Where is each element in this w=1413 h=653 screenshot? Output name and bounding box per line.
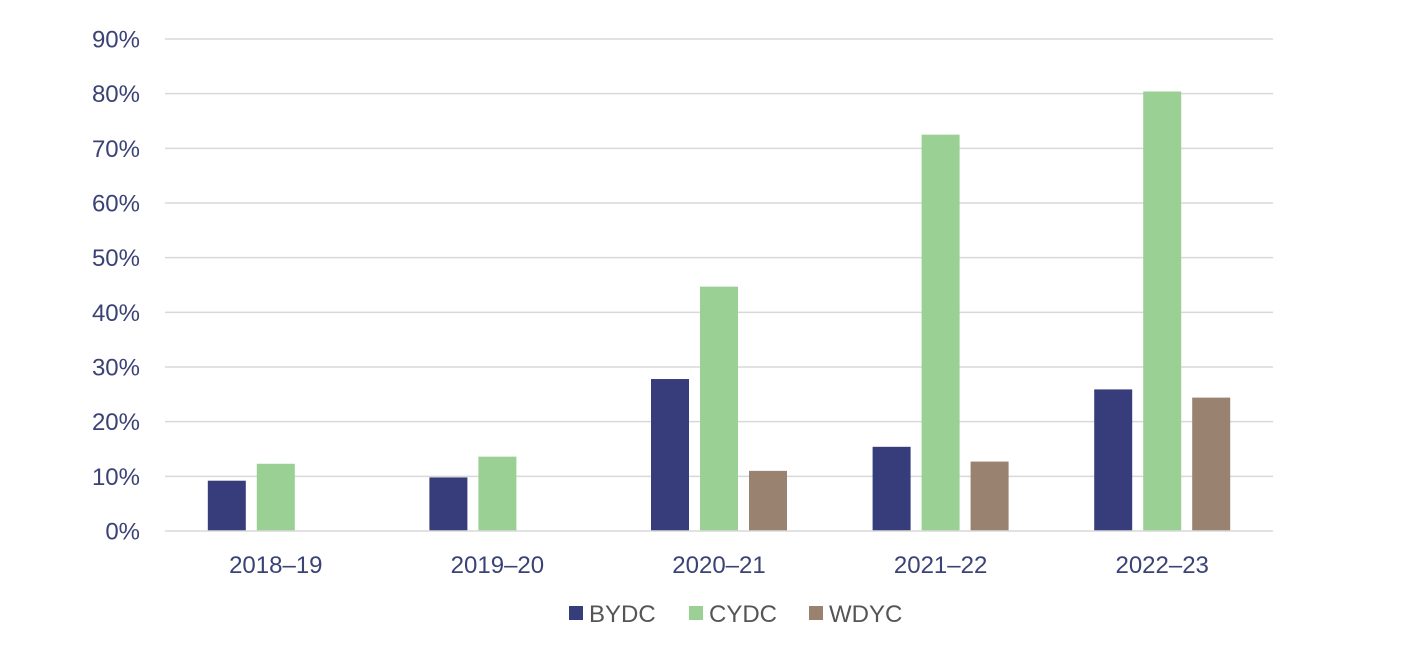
legend-swatch <box>569 606 583 620</box>
y-tick-label: 50% <box>92 245 140 272</box>
legend-item-bydc: BYDC <box>569 601 656 628</box>
y-tick-label: 60% <box>92 191 140 218</box>
y-axis-tick-labels: 0% 10% 20% 30% 40% 50% 60% 70% 80% 90% <box>92 27 140 546</box>
y-tick-label: 10% <box>92 464 140 491</box>
y-tick-label: 0% <box>105 519 140 546</box>
x-tick-label: 2020–21 <box>672 552 765 579</box>
bar-cydc-2019–20 <box>478 456 517 531</box>
legend: BYDC CYDC WDYC <box>569 601 902 628</box>
legend-label: BYDC <box>589 601 656 628</box>
bar-bydc-2021–22 <box>872 446 911 531</box>
y-tick-label: 80% <box>92 81 140 108</box>
bar-cydc-2021–22 <box>921 134 960 531</box>
x-tick-label: 2022–23 <box>1115 552 1208 579</box>
bar-cydc-2018–19 <box>256 463 295 531</box>
bar-bydc-2022–23 <box>1094 389 1133 531</box>
bar-cydc-2020–21 <box>700 286 738 531</box>
bar-bydc-2018–19 <box>207 480 246 531</box>
bars <box>207 91 1231 531</box>
bar-wdyc-2021–22 <box>970 461 1009 531</box>
x-tick-label: 2018–19 <box>229 552 322 579</box>
legend-item-wdyc: WDYC <box>809 601 902 628</box>
legend-swatch <box>809 606 823 620</box>
bar-cydc-2022–23 <box>1143 91 1182 531</box>
y-tick-label: 30% <box>92 355 140 382</box>
bar-bydc-2020–21 <box>651 379 689 531</box>
y-tick-label: 40% <box>92 300 140 327</box>
bar-wdyc-2020–21 <box>749 470 787 531</box>
x-axis-tick-labels: 2018–19 2019–20 2020–21 2021–22 2022–23 <box>229 552 1209 579</box>
y-tick-label: 70% <box>92 136 140 163</box>
legend-label: WDYC <box>829 601 902 628</box>
bar-wdyc-2022–23 <box>1192 397 1231 531</box>
y-tick-label: 90% <box>92 27 140 54</box>
x-tick-label: 2021–22 <box>894 552 987 579</box>
y-tick-label: 20% <box>92 409 140 436</box>
legend-swatch <box>689 606 703 620</box>
legend-label: CYDC <box>709 601 777 628</box>
legend-item-cydc: CYDC <box>689 601 777 628</box>
gridlines <box>165 38 1273 478</box>
bar-bydc-2019–20 <box>429 477 468 531</box>
x-tick-label: 2019–20 <box>451 552 544 579</box>
